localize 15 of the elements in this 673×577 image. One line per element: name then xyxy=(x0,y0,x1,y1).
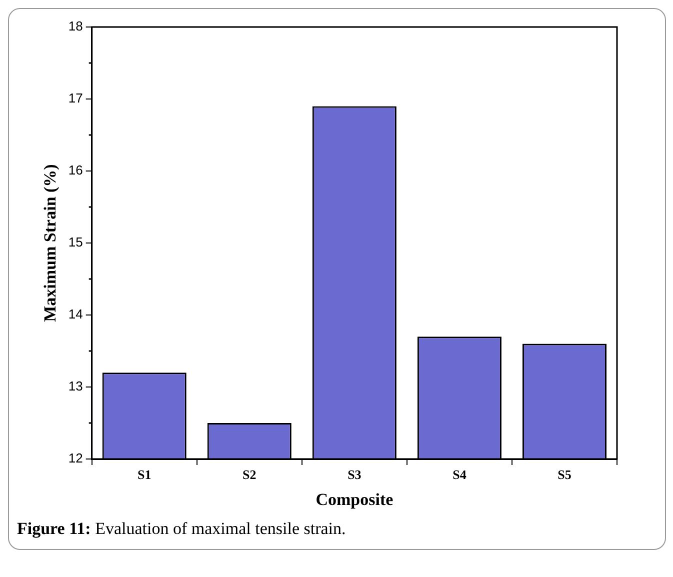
x-tick-label: S2 xyxy=(242,467,256,482)
caption: Figure 11: Evaluation of maximal tensile strain. xyxy=(17,519,346,538)
y-tick-label: 13 xyxy=(68,378,83,394)
y-tick-label: 16 xyxy=(68,162,83,178)
x-axis-title: Composite xyxy=(316,490,394,510)
y-tick-label: 12 xyxy=(68,450,83,466)
x-tick-label: S1 xyxy=(138,467,152,482)
x-tick-label: S5 xyxy=(558,467,572,482)
y-tick-label: 15 xyxy=(68,234,83,250)
x-tick-label: S4 xyxy=(452,467,467,482)
y-axis-title: Maximum Strain (%) xyxy=(40,164,60,322)
y-tick-label: 17 xyxy=(68,90,83,106)
y-tick-label: 14 xyxy=(68,306,83,322)
y-tick-label: 18 xyxy=(68,18,83,34)
x-tick-label: S3 xyxy=(348,467,362,482)
